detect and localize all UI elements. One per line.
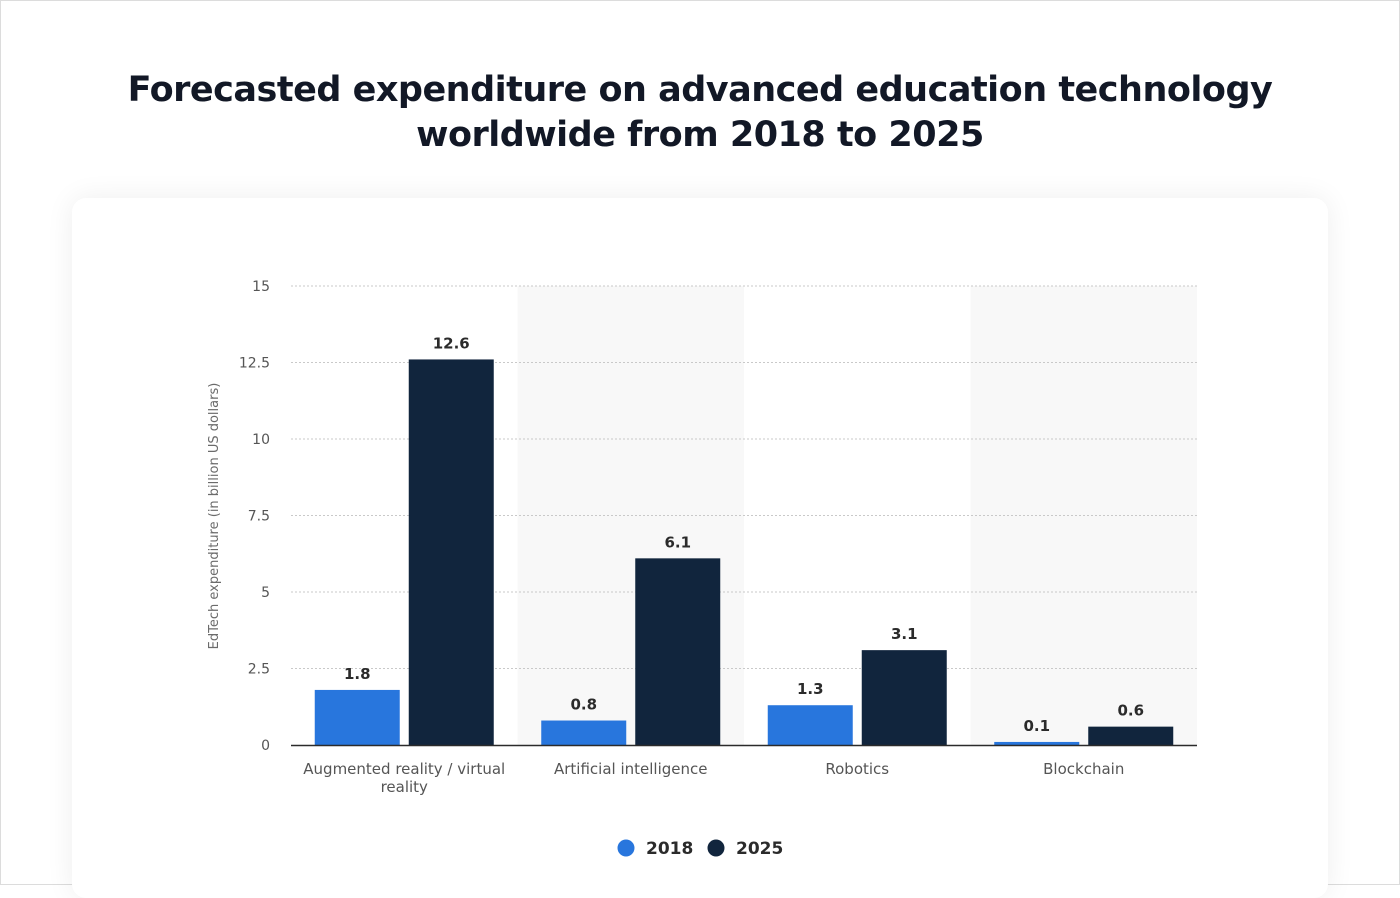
data-label-2018-3: 0.1 [1023,717,1050,735]
x-tick-label-2-0: Robotics [825,760,889,778]
legend-marker-2025 [707,839,725,857]
bar-2018-2 [767,705,853,745]
y-tick-label-0: 0 [261,738,270,754]
y-axis-ticks: 0 2.5 5 7.5 10 12.5 15 [239,279,270,754]
y-tick-label-6: 15 [252,279,270,295]
bar-2025-0 [408,359,494,745]
x-tick-label-3-0: Blockchain [1043,760,1124,778]
gridlines [291,285,1197,669]
x-tick-label-0-1: reality [381,778,428,796]
data-label-2018-0: 1.8 [344,665,371,683]
bar-2018-3 [994,741,1080,745]
data-label-2025-3: 0.6 [1117,702,1144,720]
y-tick-label-2: 5 [261,585,270,601]
bar-2025-3 [1088,726,1174,745]
y-tick-label-5: 12.5 [239,356,270,372]
legend-label-2025: 2025 [736,839,783,859]
page-title-line-2: worldwide from 2018 to 2025 [416,115,984,155]
x-tick-label-1-0: Artificial intelligence [554,760,708,778]
y-axis-label: EdTech expenditure (in billion US dollar… [207,383,222,650]
data-label-2025-1: 6.1 [664,533,691,551]
y-tick-label-3: 7.5 [248,509,270,525]
data-label-2025-0: 12.6 [433,334,470,352]
bar-2018-0 [314,689,400,745]
x-tick-label-0-0: Augmented reality / virtual [303,760,505,778]
bar-2018-1 [541,720,627,745]
y-tick-label-1: 2.5 [248,662,270,678]
bar-2025-2 [861,650,947,745]
legend: 2018 2025 [617,839,783,859]
page-title: Forecasted expenditure on advanced educa… [0,68,1400,158]
bar-2025-1 [635,558,721,745]
page-title-line-1: Forecasted expenditure on advanced educa… [127,70,1273,110]
legend-label-2018: 2018 [646,839,693,859]
data-label-2018-2: 1.3 [797,680,824,698]
legend-marker-2018 [617,839,635,857]
data-label-2018-1: 0.8 [570,696,597,714]
data-label-2025-2: 3.1 [891,625,918,643]
bars: 1.8 12.6 0.8 6.1 1.3 3.1 0.1 0.6 [314,334,1174,745]
y-tick-label-4: 10 [252,432,270,448]
